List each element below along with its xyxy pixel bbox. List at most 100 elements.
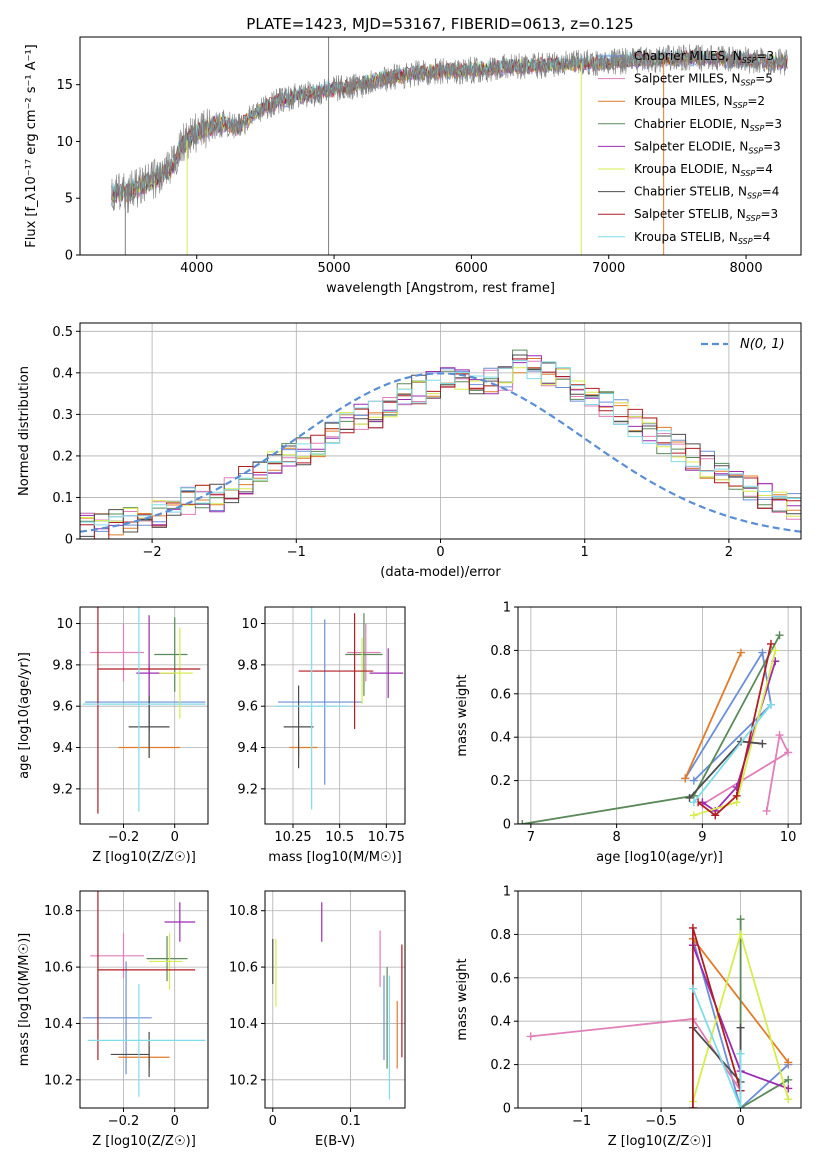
y-tick-label: 0.8 — [490, 644, 511, 659]
legend-label: Salpeter MILES, NSSP=5 — [634, 72, 773, 88]
x-tick-label: 2 — [725, 545, 733, 560]
x-axis-label: mass [log10(M/M☉)] — [268, 850, 401, 865]
y-tick-label: 10.6 — [44, 961, 73, 976]
weight-marker — [689, 811, 698, 820]
y-tick-label: 10 — [241, 617, 258, 632]
x-axis-label: Z [log10(Z/Z☉)] — [92, 1134, 196, 1149]
axes-spectrum: 4000 5000 6000 7000 8000 0 5 10 15 wavelength [An… — [24, 36, 802, 296]
x-tick-label: 10 — [780, 830, 797, 845]
y-tick-label: 9.2 — [237, 782, 258, 797]
axes-frame — [79, 890, 209, 1109]
y-tick-label: 0.6 — [490, 687, 511, 702]
weight-marker — [689, 776, 698, 785]
y-axis-label: Normed distribution — [17, 366, 32, 496]
weight-marker — [711, 811, 720, 820]
legend-label: Kroupa STELIB, NSSP=4 — [634, 230, 770, 246]
plot-area — [518, 607, 801, 824]
y-tick-label: 0.4 — [490, 731, 511, 746]
weight-marker — [784, 1075, 793, 1084]
axes-frame — [79, 36, 802, 256]
axes-age-vs-metallicity: −0.2 0 9.2 9.4 9.6 9.8 10 Z [log10(Z/Z☉)] age [l… — [17, 606, 209, 865]
y-tick-label: 10 — [56, 617, 73, 632]
legend-label: N(0, 1) — [740, 337, 785, 352]
weight-marker — [688, 923, 697, 932]
weight-marker — [736, 1104, 745, 1108]
weight-marker — [518, 820, 527, 824]
x-tick-label: 7000 — [592, 261, 625, 276]
plot-area — [111, 37, 788, 255]
x-tick-label: 7 — [527, 830, 535, 845]
y-tick-label: 0.2 — [52, 449, 73, 464]
weight-marker — [784, 748, 793, 757]
weight-line-chabrier-miles — [684, 650, 772, 782]
weight-marker — [689, 798, 698, 807]
weight-marker — [784, 1095, 793, 1104]
y-tick-label: 10.8 — [44, 904, 73, 919]
weight-marker — [762, 806, 771, 815]
y-tick-label: 15 — [56, 78, 73, 93]
weight-marker — [771, 646, 780, 655]
axes-mass-vs-ebv: 0 0.1 10.2 10.4 10.6 10.8 E(B-V) — [229, 890, 406, 1149]
weight-marker — [775, 631, 784, 640]
observed-spectrum — [111, 44, 788, 214]
axes-age-vs-mass: 10.25 10.5 10.75 9.2 9.4 9.6 9.8 10 mass [log10(… — [237, 606, 406, 865]
weight-marker — [732, 791, 741, 800]
histogram-chabrier-miles — [80, 358, 801, 532]
y-tick-label: 0 — [503, 1102, 511, 1117]
legend: Chabrier MILES, NSSP=3 Salpeter MILES, NS… — [598, 49, 782, 246]
weight-marker — [784, 1058, 793, 1067]
weight-line-chabrier-elodie — [522, 634, 781, 824]
y-tick-label: 0.1 — [52, 491, 73, 506]
weight-marker — [688, 984, 697, 993]
y-tick-label: 10.8 — [229, 904, 258, 919]
y-tick-label: 10 — [56, 135, 73, 150]
weight-marker — [736, 930, 745, 939]
x-tick-label: 10.5 — [325, 830, 354, 845]
x-tick-label: 8000 — [730, 261, 763, 276]
axes-residuals: −2 −1 0 1 2 0 0.1 0.2 0.3 0.4 0.5 (data-model)/erro… — [17, 322, 802, 580]
y-tick-label: 0.8 — [490, 928, 511, 943]
y-tick-label: 0.6 — [490, 971, 511, 986]
y-tick-label: 9.8 — [52, 658, 73, 673]
y-tick-label: 9.8 — [237, 658, 258, 673]
legend-label: Chabrier ELODIE, NSSP=3 — [634, 117, 782, 133]
y-tick-label: 0 — [65, 249, 73, 264]
plot-area — [80, 607, 208, 824]
x-tick-label: 8 — [612, 830, 620, 845]
y-tick-label: 9.6 — [52, 700, 73, 715]
gaussian-reference — [80, 372, 801, 533]
y-tick-label: 0.5 — [52, 325, 73, 340]
weight-marker — [736, 648, 745, 657]
weight-marker — [736, 915, 745, 924]
weight-line-chabrier-elodie — [739, 919, 789, 1108]
y-tick-label: 1 — [503, 885, 511, 900]
plot-area — [265, 891, 405, 1108]
y-tick-label: 0.2 — [490, 774, 511, 789]
histogram-kroupa-stelib — [80, 360, 801, 526]
x-tick-label: 0.1 — [340, 1114, 361, 1129]
weight-line-salpeter-stelib — [697, 643, 772, 817]
y-axis-label: mass weight — [455, 674, 470, 756]
x-tick-label: 9 — [698, 830, 706, 845]
axes-massweight-vs-age: 7 8 9 10 0 0.2 0.4 0.6 0.8 1 age [log10(age/yr)] ma… — [455, 601, 802, 865]
x-tick-label: 10.25 — [274, 830, 311, 845]
x-tick-label: 1 — [581, 545, 589, 560]
weight-marker — [758, 739, 767, 748]
y-tick-label: 0 — [65, 533, 73, 548]
y-tick-label: 0.3 — [52, 408, 73, 423]
y-axis-label: Flux [f_λ10⁻¹⁷ erg cm⁻² s⁻¹ A⁻¹] — [24, 44, 39, 248]
weight-marker — [736, 1049, 745, 1058]
axes-massweight-vs-metallicity: −1 −0.5 0 0 0.2 0.4 0.6 0.8 1 Z [log10(Z/Z☉)] mass… — [455, 885, 802, 1149]
x-axis-label: Z [log10(Z/Z☉)] — [608, 1134, 712, 1149]
x-tick-label: 0 — [736, 1114, 744, 1129]
legend-label: Kroupa ELODIE, NSSP=4 — [634, 162, 773, 178]
x-tick-label: 0 — [269, 1114, 277, 1129]
histogram-kroupa-miles — [80, 358, 801, 536]
weight-marker — [688, 1104, 697, 1108]
y-tick-label: 0.4 — [52, 366, 73, 381]
y-tick-label: 10.6 — [229, 961, 258, 976]
y-tick-label: 10.4 — [44, 1017, 73, 1032]
y-tick-label: 10.4 — [229, 1017, 258, 1032]
axes-frame — [517, 606, 802, 825]
y-tick-label: 9.2 — [52, 782, 73, 797]
